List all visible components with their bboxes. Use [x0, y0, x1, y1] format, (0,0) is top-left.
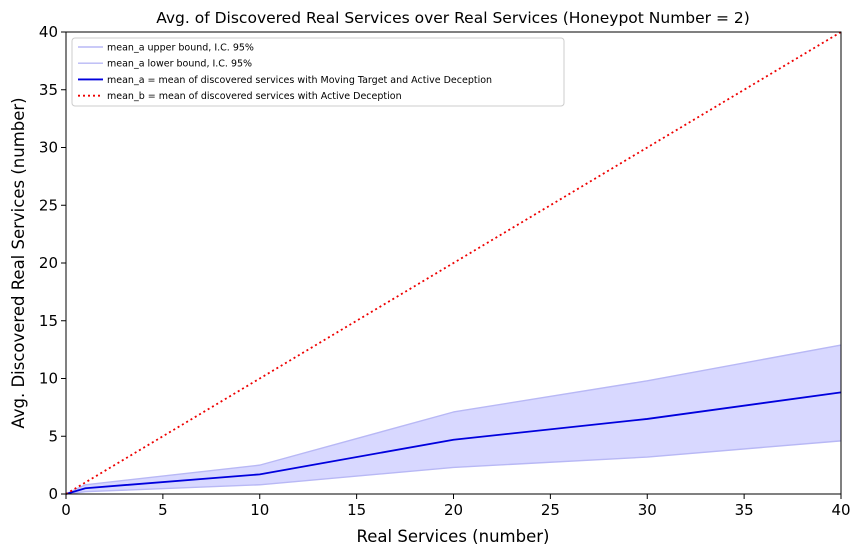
series-line-2	[65, 440, 842, 495]
y-tick-label: 15	[39, 312, 58, 330]
y-tick-label: 0	[48, 485, 58, 503]
legend-box	[71, 37, 565, 107]
y-tick-label: 20	[39, 254, 58, 272]
y-tick-label: 30	[39, 139, 58, 157]
axes: 0 5 10 15 20 25 30 35 40 0 5 10 15 20 25 30 35 40	[39, 23, 851, 519]
x-tick-label: 40	[831, 501, 850, 519]
x-tick-label: 20	[444, 501, 463, 519]
chart-title: Avg. of Discovered Real Services over Re…	[156, 9, 750, 27]
confidence-band	[66, 345, 841, 494]
legend-label-2: mean_a lower bound, I.C. 95%	[107, 59, 252, 70]
x-tick-label: 15	[347, 501, 366, 519]
legend-label-3: mean_a = mean of discovered services wit…	[107, 75, 492, 86]
legend: mean_a upper bound, I.C. 95% mean_a lower…	[71, 37, 565, 107]
legend-label-4: mean_b = mean of discovered services wit…	[107, 91, 402, 102]
series-line-3	[65, 391, 842, 495]
legend-label-1: mean_a upper bound, I.C. 95%	[107, 43, 254, 54]
x-axis-label: Real Services (number)	[357, 527, 550, 546]
y-axis-label: Avg. Discovered Real Services (number)	[9, 97, 28, 428]
x-tick-label: 10	[250, 501, 269, 519]
x-tick-label: 35	[735, 501, 754, 519]
x-tick-label: 0	[61, 501, 71, 519]
x-tick-label: 30	[638, 501, 657, 519]
x-tick-label: 25	[541, 501, 560, 519]
series-line-1	[65, 344, 842, 495]
plot-area	[65, 31, 842, 495]
y-tick-label: 35	[39, 81, 58, 99]
y-tick-label: 25	[39, 196, 58, 214]
y-tick-label: 40	[39, 23, 58, 41]
y-tick-label: 10	[39, 370, 58, 388]
y-tick-label: 5	[48, 427, 58, 445]
x-tick-label: 5	[158, 501, 168, 519]
